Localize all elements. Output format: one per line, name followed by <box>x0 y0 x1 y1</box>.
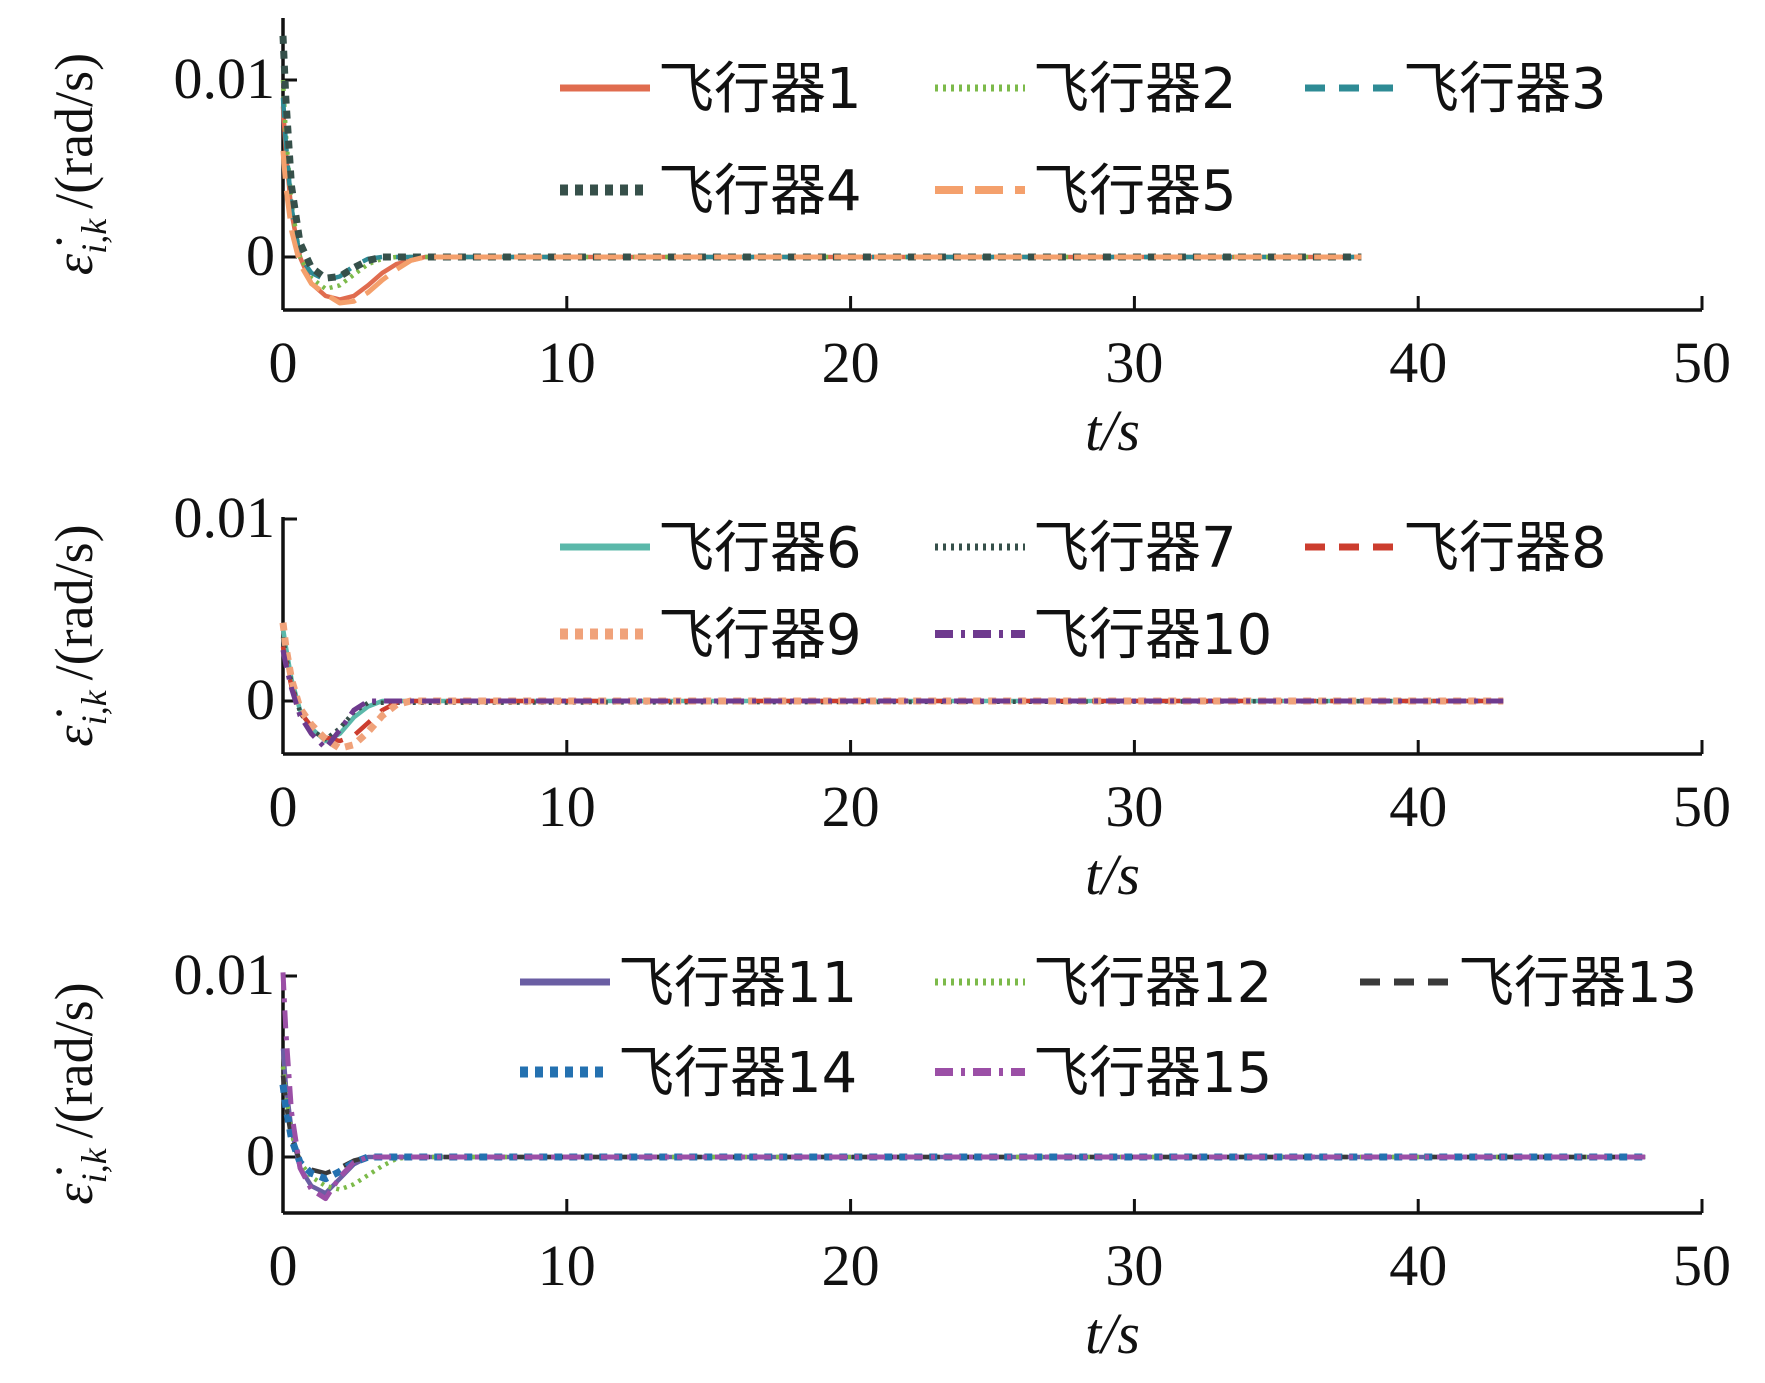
x-tick-label: 50 <box>1673 774 1731 839</box>
legend-label-2: 飞行器2 <box>1033 57 1237 122</box>
y-tick-label: 0 <box>246 667 275 732</box>
series-line-4 <box>279 35 1362 282</box>
x-tick-label: 40 <box>1389 1233 1447 1298</box>
x-axis-title: t/s <box>1085 842 1140 907</box>
y-tick-label: 0.01 <box>174 942 276 1007</box>
legend-label-5: 飞行器15 <box>1033 1041 1272 1106</box>
x-tick-label: 10 <box>538 1233 596 1298</box>
y-axis-unit: /(rad/s) <box>44 53 104 209</box>
x-tick-label: 40 <box>1389 330 1447 395</box>
x-tick-label: 40 <box>1389 774 1447 839</box>
x-tick-label: 0 <box>269 330 298 395</box>
y-axis-title: ε̇i,k/(rad/s) <box>44 982 114 1204</box>
legend-label-3: 飞行器3 <box>1403 57 1607 122</box>
y-axis-unit: /(rad/s) <box>44 524 104 680</box>
x-tick-label: 0 <box>269 774 298 839</box>
x-tick-label: 30 <box>1105 1233 1163 1298</box>
x-tick-label: 20 <box>822 1233 880 1298</box>
x-tick-label: 20 <box>822 774 880 839</box>
y-axis-unit: /(rad/s) <box>44 982 104 1138</box>
legend-label-3: 飞行器13 <box>1458 951 1697 1016</box>
legend-label-4: 飞行器9 <box>658 603 862 668</box>
y-tick-label: 0.01 <box>174 46 276 111</box>
legend-label-4: 飞行器4 <box>658 159 862 224</box>
y-tick-label: 0 <box>246 1123 275 1188</box>
legend-label-4: 飞行器14 <box>618 1041 857 1106</box>
series-line-3 <box>280 645 1504 744</box>
legend-label-5: 飞行器5 <box>1033 159 1237 224</box>
series-line-2 <box>280 636 1504 742</box>
legend: 飞行器6 飞行器7 飞行器8 飞行器9 飞行器10 <box>560 516 1607 668</box>
series-line-4 <box>279 622 1504 752</box>
legend-label-2: 飞行器7 <box>1033 516 1237 581</box>
series-line-5 <box>280 972 1646 1202</box>
x-tick-label: 0 <box>269 1233 298 1298</box>
y-axis-title: ε̇i,k/(rad/s) <box>44 53 114 275</box>
legend-label-1: 飞行器11 <box>618 951 857 1016</box>
legend: 飞行器1 飞行器2 飞行器3 飞行器4 飞行器5 <box>560 57 1607 224</box>
x-axis-title: t/s <box>1085 398 1140 463</box>
x-tick-label: 30 <box>1105 330 1163 395</box>
y-axis-subscript: i,k <box>74 218 114 254</box>
series-line-1 <box>280 627 1504 744</box>
series-line-4 <box>279 1084 1646 1183</box>
x-tick-label: 20 <box>822 330 880 395</box>
legend-label-1: 飞行器1 <box>658 57 862 122</box>
legend: 飞行器11 飞行器12 飞行器13 飞行器14 飞行器15 <box>520 951 1697 1106</box>
series-line-5 <box>280 649 1504 751</box>
legend-label-5: 飞行器10 <box>1033 603 1272 668</box>
x-tick-label: 50 <box>1673 330 1731 395</box>
y-tick-label: 0 <box>246 223 275 288</box>
x-tick-label: 10 <box>538 774 596 839</box>
legend-label-3: 飞行器8 <box>1403 516 1607 581</box>
x-axis-title: t/s <box>1085 1301 1140 1366</box>
series-line-2 <box>280 1066 1646 1192</box>
y-axis-title: ε̇i,k/(rad/s) <box>44 524 114 746</box>
y-axis-subscript: i,k <box>74 689 114 725</box>
legend-label-1: 飞行器6 <box>658 516 862 581</box>
legend-label-2: 飞行器12 <box>1033 951 1272 1016</box>
y-tick-label: 0.01 <box>174 485 276 550</box>
x-tick-label: 10 <box>538 330 596 395</box>
series-line-5 <box>280 150 1362 306</box>
x-tick-label: 30 <box>1105 774 1163 839</box>
y-axis-subscript: i,k <box>74 1147 114 1183</box>
x-tick-label: 50 <box>1673 1233 1731 1298</box>
